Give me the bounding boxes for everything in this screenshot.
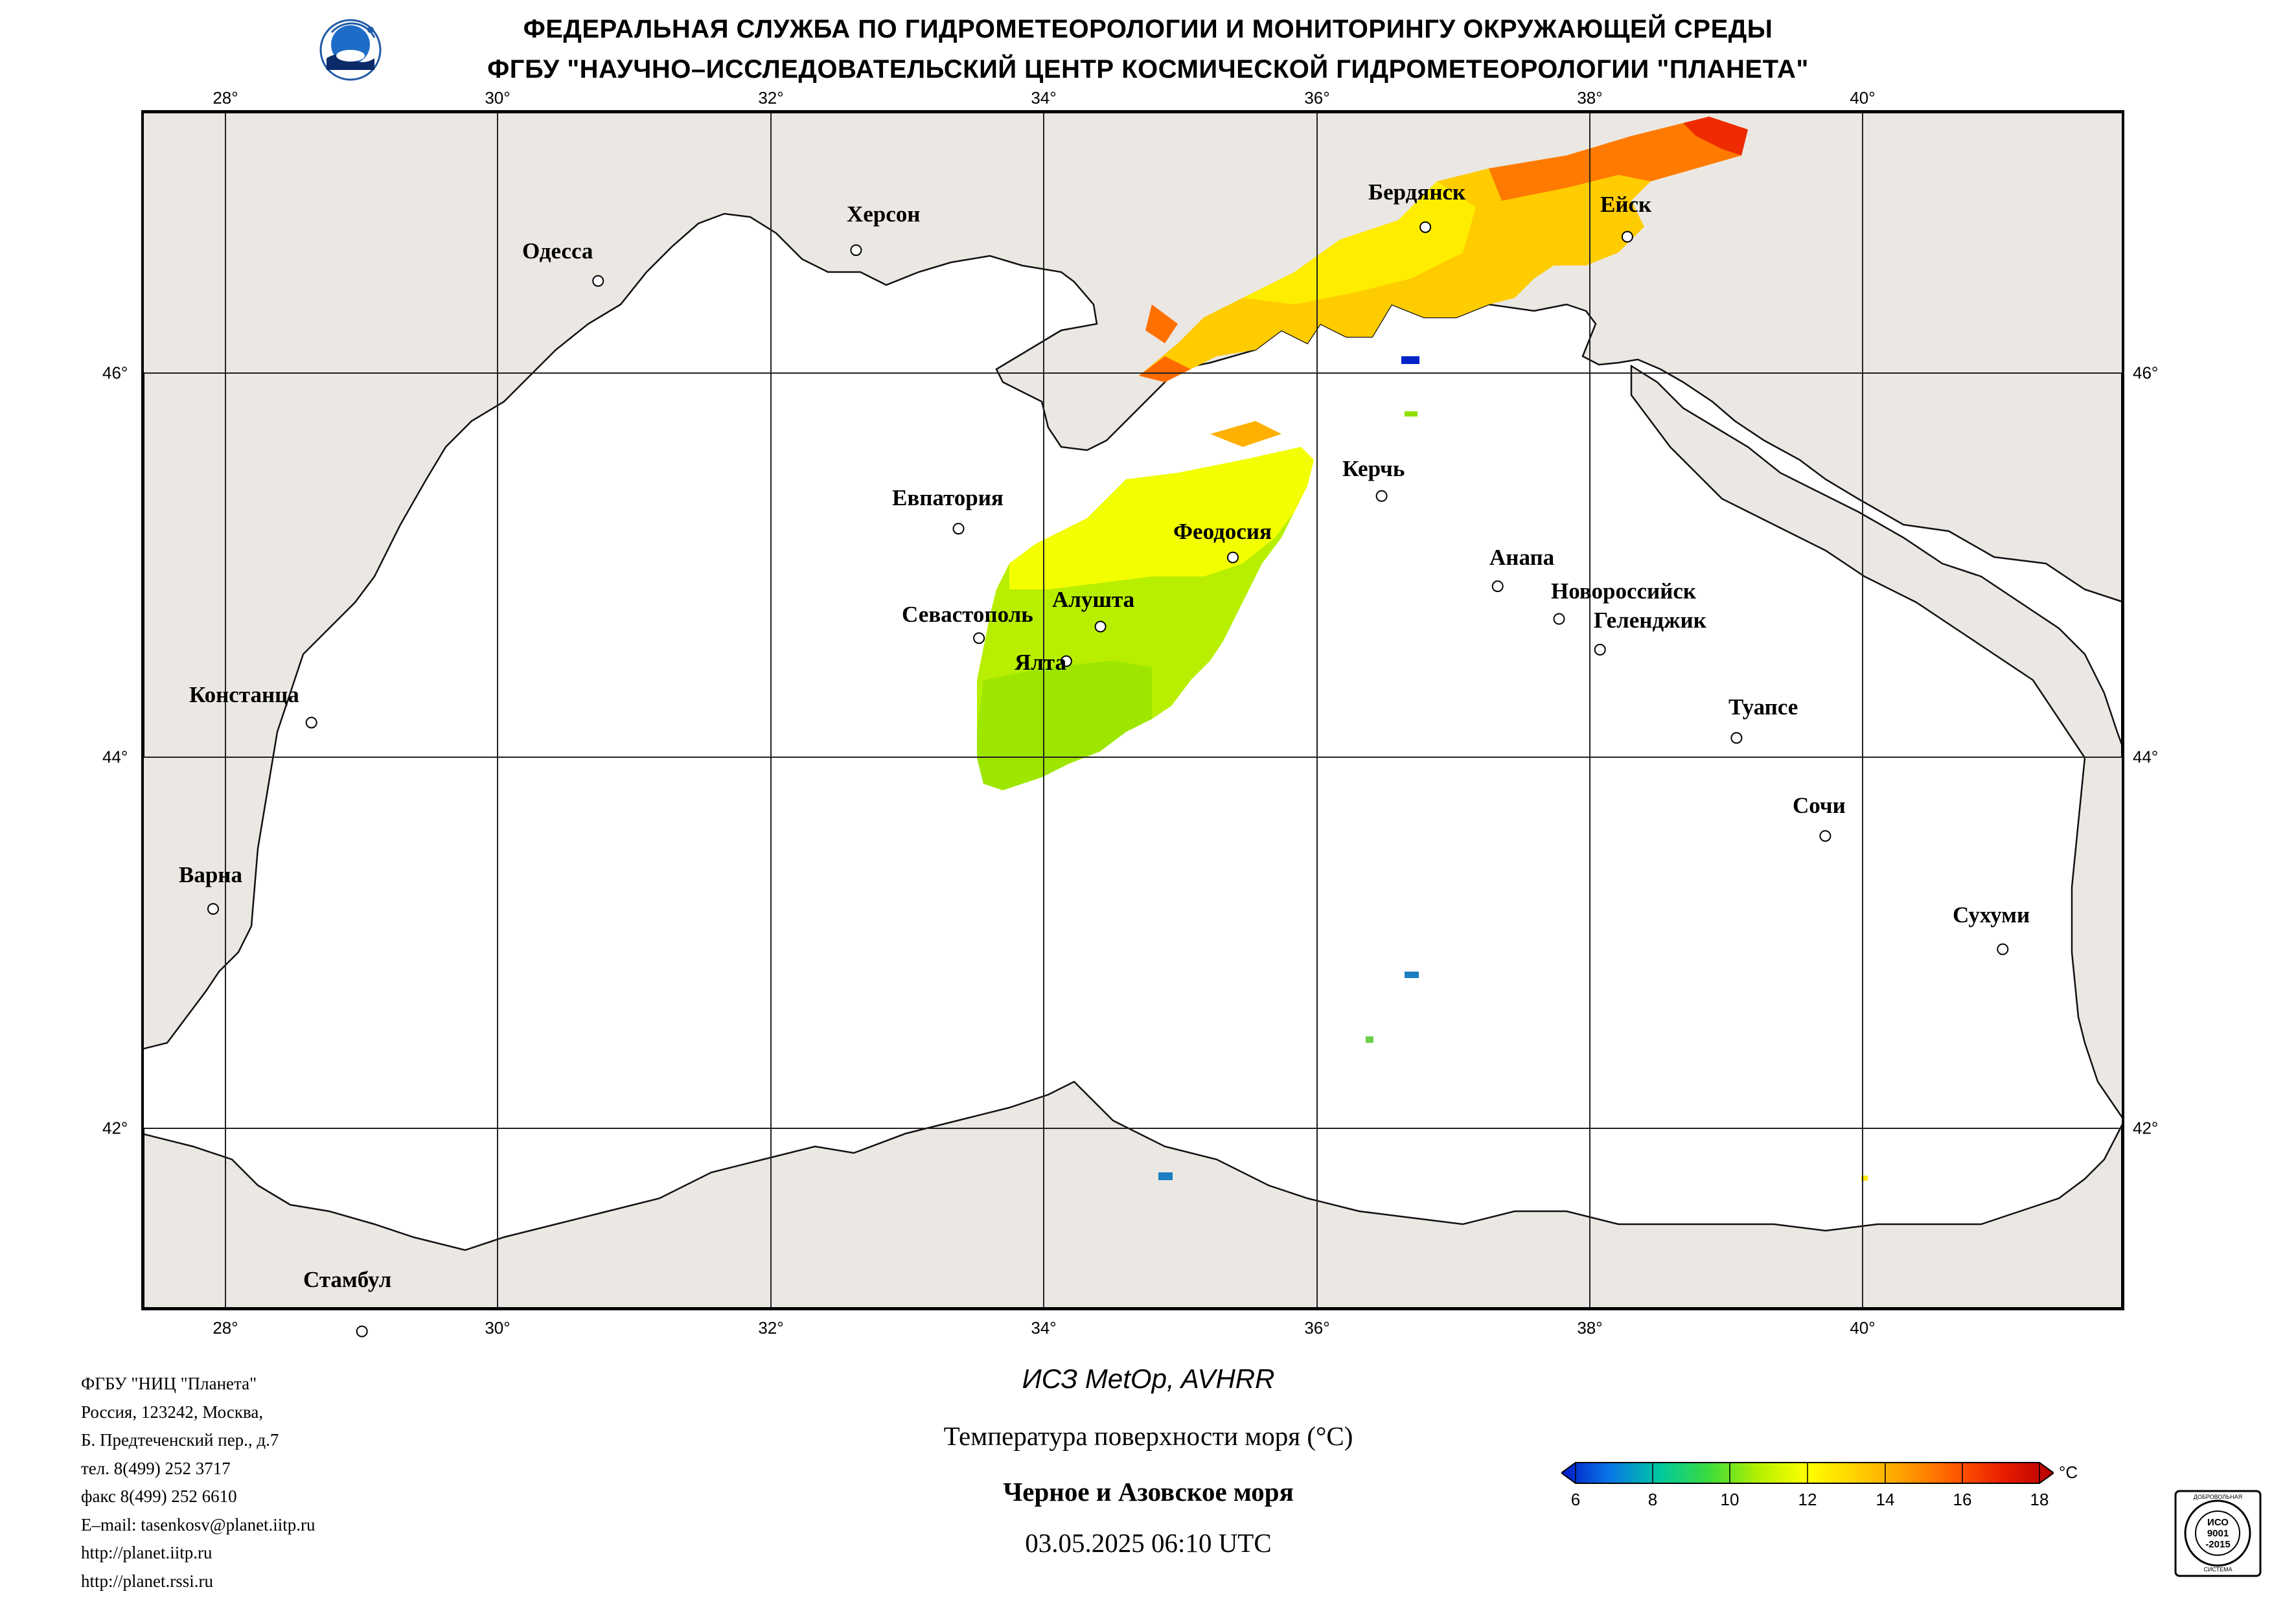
city-label-odesa: Одесса bbox=[522, 238, 593, 264]
colorbar-unit: °С bbox=[2059, 1463, 2078, 1482]
iso-badge-line: 9001 bbox=[2207, 1528, 2229, 1539]
lat-tick-right: 44° bbox=[2133, 747, 2159, 767]
lat-tick-left: 42° bbox=[102, 1118, 128, 1138]
lat-tick-left: 46° bbox=[102, 363, 128, 383]
iso-badge-bottom-text: СИСТЕМА bbox=[2203, 1566, 2233, 1573]
city-label-varna: Варна bbox=[179, 862, 242, 887]
city-label-kherson: Херсон bbox=[847, 201, 921, 227]
lon-tick-bottom: 30° bbox=[485, 1318, 511, 1338]
city-label-yalta: Ялта bbox=[1015, 650, 1067, 675]
lat-tick-right: 46° bbox=[2133, 363, 2159, 383]
city-marker bbox=[356, 1325, 368, 1338]
org-line: факс 8(499) 252 6610 bbox=[81, 1487, 237, 1506]
lon-tick-top: 40° bbox=[1850, 88, 1876, 108]
graticule bbox=[141, 110, 2124, 1310]
land-mass bbox=[140, 109, 2126, 1312]
lon-tick-top: 28° bbox=[212, 88, 238, 108]
org-line: ФГБУ "НИЦ "Планета" bbox=[81, 1374, 257, 1393]
iso-badge-line: ИСО bbox=[2207, 1517, 2229, 1528]
colorbar-tick: 10 bbox=[1720, 1490, 1739, 1509]
city-label-alushta: Алушта bbox=[1052, 587, 1135, 612]
lon-tick-top: 36° bbox=[1304, 88, 1330, 108]
colorbar-tick: 16 bbox=[1953, 1490, 1972, 1509]
lon-tick-top: 34° bbox=[1031, 88, 1057, 108]
city-label-sevastopol: Севастополь bbox=[902, 602, 1033, 627]
sst-azov bbox=[1139, 117, 1748, 447]
org-link[interactable]: http://planet.iitp.ru bbox=[81, 1543, 212, 1562]
city-label-kerch: Керчь bbox=[1342, 456, 1405, 481]
city-label-gelendzhik: Геленджик bbox=[1594, 608, 1706, 633]
colorbar-tick: 14 bbox=[1876, 1490, 1895, 1509]
city-label-feodosia: Феодосия bbox=[1173, 519, 1272, 544]
colorbar-tick: 18 bbox=[2030, 1490, 2049, 1509]
city-label-novorossiysk: Новороссийск bbox=[1551, 578, 1697, 604]
iso-badge: ДОБРОВОЛЬНАЯ ИСО 9001 -2015 СИСТЕМА bbox=[2174, 1490, 2262, 1577]
city-label-constanta: Констанца bbox=[189, 682, 299, 707]
lon-tick-bottom: 34° bbox=[1031, 1318, 1057, 1338]
city-label-sukhumi: Сухуми bbox=[1953, 902, 2030, 928]
lat-tick-right: 42° bbox=[2133, 1118, 2159, 1138]
region-title: Черное и Азовское моря bbox=[1003, 1477, 1294, 1507]
planeta-logo-icon bbox=[319, 18, 382, 82]
lon-tick-top: 38° bbox=[1577, 88, 1603, 108]
org-line: E–mail: tasenkosv@planet.iitp.ru bbox=[81, 1514, 316, 1534]
observation-datetime: 03.05.2025 06:10 UTC bbox=[1025, 1528, 1272, 1558]
header-title-line1: ФЕДЕРАЛЬНАЯ СЛУЖБА ПО ГИДРОМЕТЕОРОЛОГИИ … bbox=[523, 15, 1773, 43]
city-label-istanbul: Стамбул bbox=[303, 1267, 392, 1292]
org-link[interactable]: http://planet.rssi.ru bbox=[81, 1571, 213, 1591]
header-title-line2: ФГБУ "НАУЧНО–ИССЛЕДОВАТЕЛЬСКИЙ ЦЕНТР КОС… bbox=[487, 55, 1809, 84]
city-label-evpatoria: Евпатория bbox=[892, 485, 1004, 510]
city-label-sochi: Сочи bbox=[1793, 793, 1846, 818]
iso-badge-top-text: ДОБРОВОЛЬНАЯ bbox=[2193, 1494, 2243, 1500]
org-line: Б. Предтеченский пер., д.7 bbox=[81, 1430, 279, 1450]
city-label-anapa: Анапа bbox=[1489, 545, 1555, 570]
lon-tick-bottom: 38° bbox=[1577, 1318, 1603, 1338]
product-title: Температура поверхности моря (°С) bbox=[943, 1421, 1353, 1451]
satellite-name: ИСЗ MetOp, AVHRR bbox=[1022, 1363, 1275, 1394]
lat-tick-left: 44° bbox=[102, 747, 128, 767]
lon-tick-top: 32° bbox=[758, 88, 784, 108]
org-contact-block: ФГБУ "НИЦ "Планета" Россия, 123242, Моск… bbox=[81, 1370, 316, 1595]
lon-tick-bottom: 36° bbox=[1304, 1318, 1330, 1338]
colorbar-tick: 6 bbox=[1570, 1490, 1581, 1509]
lon-tick-bottom: 40° bbox=[1850, 1318, 1876, 1338]
sst-scattered-pixels bbox=[1158, 356, 1868, 1181]
map-panel bbox=[138, 107, 2128, 1314]
city-label-yeysk: Ейск bbox=[1600, 192, 1652, 217]
colorbar-tick: 8 bbox=[1647, 1490, 1658, 1509]
colorbar bbox=[1560, 1460, 2055, 1486]
city-label-tuapse: Туапсе bbox=[1728, 694, 1798, 720]
iso-badge-line: -2015 bbox=[2205, 1539, 2231, 1550]
lon-tick-bottom: 28° bbox=[212, 1318, 238, 1338]
org-line: Россия, 123242, Москва, bbox=[81, 1402, 264, 1422]
colorbar-tick: 12 bbox=[1798, 1490, 1817, 1509]
lon-tick-bottom: 32° bbox=[758, 1318, 784, 1338]
org-line: тел. 8(499) 252 3717 bbox=[81, 1458, 231, 1478]
lon-tick-top: 30° bbox=[485, 88, 511, 108]
city-label-berdyansk: Бердянск bbox=[1368, 179, 1466, 205]
